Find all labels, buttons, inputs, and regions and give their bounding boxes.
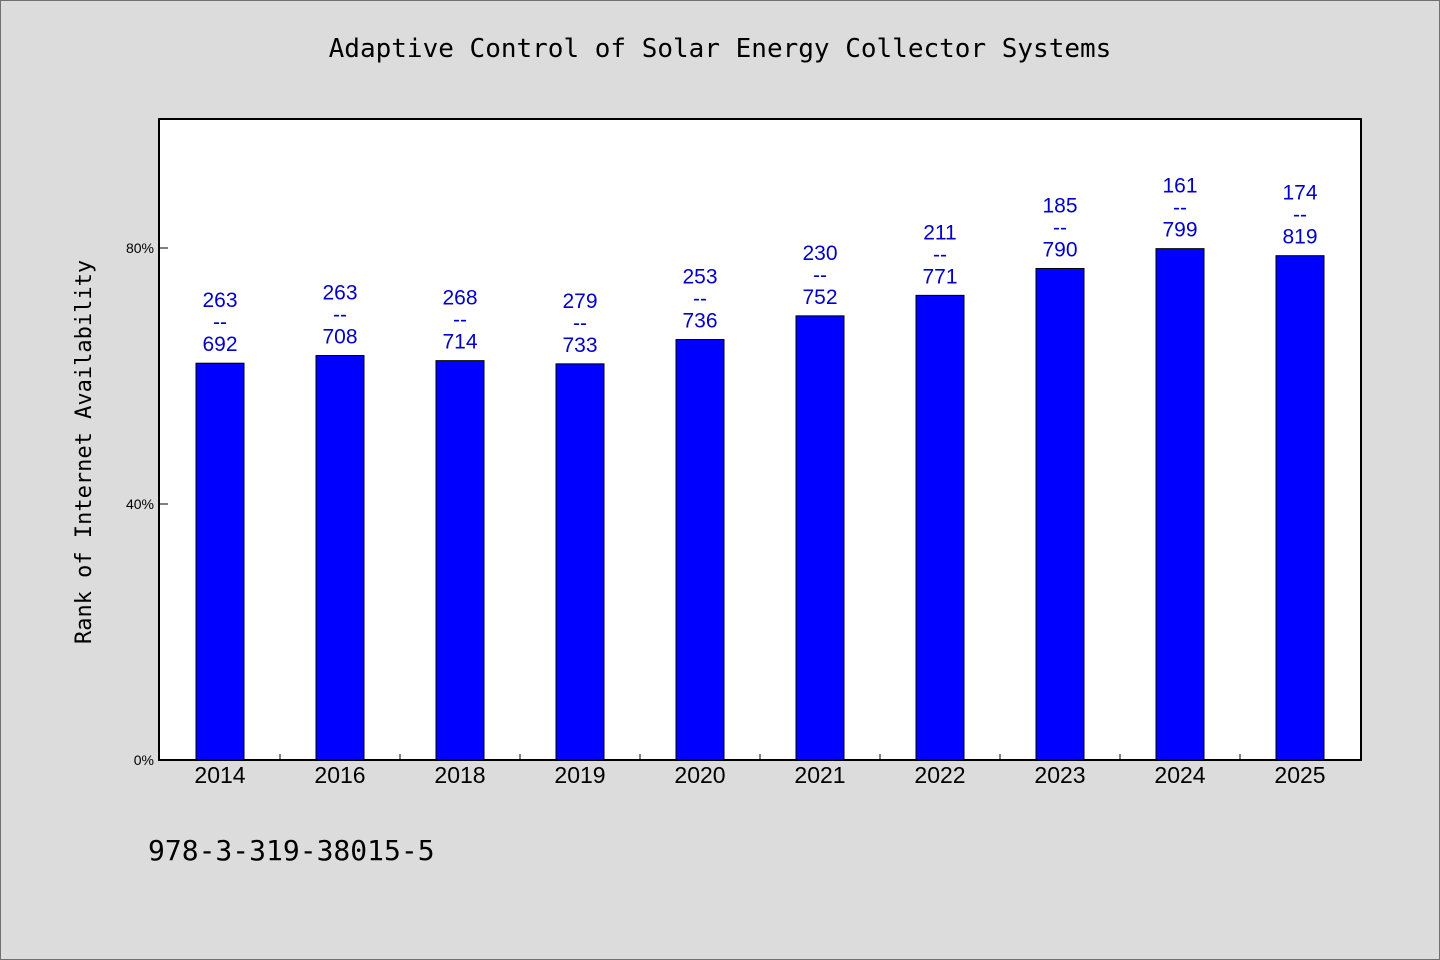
x-tick-label-2018: 2018 xyxy=(434,762,485,788)
x-tick-label-2023: 2023 xyxy=(1034,762,1085,788)
bars-layer xyxy=(195,248,1325,761)
data-label-2020-0: 253 xyxy=(682,266,717,289)
x-tick-label-2016: 2016 xyxy=(314,762,365,788)
data-label-2016-0: 263 xyxy=(322,282,357,305)
data-label-2014-0: 263 xyxy=(202,289,237,312)
bar-2018 xyxy=(435,360,485,761)
data-label-2021-0: 230 xyxy=(802,242,837,265)
bar-2024 xyxy=(1155,248,1205,761)
y-tick-label-2: 80% xyxy=(126,240,154,256)
data-label-2020-1: -- xyxy=(693,288,707,311)
data-label-2023-2: 790 xyxy=(1042,238,1077,261)
data-label-2021-1: -- xyxy=(813,264,827,287)
data-label-2019-0: 279 xyxy=(562,290,597,313)
data-label-2014-1: -- xyxy=(213,311,227,334)
data-label-2022-0: 211 xyxy=(923,221,956,244)
x-tick-label-2014: 2014 xyxy=(194,762,245,788)
x-tick-label-2020: 2020 xyxy=(674,762,725,788)
data-label-2025-2: 819 xyxy=(1282,226,1317,249)
data-label-2018-2: 714 xyxy=(442,331,477,354)
labels-layer: 2014263--6922016263--7082018268--7142019… xyxy=(126,175,1326,788)
y-axis-label: Rank of Internet Availability xyxy=(72,260,97,644)
bar-2014 xyxy=(195,362,245,761)
data-label-2023-0: 185 xyxy=(1042,194,1077,217)
data-label-2024-1: -- xyxy=(1173,197,1187,220)
x-tick-label-2021: 2021 xyxy=(794,762,845,788)
y-tick-label-0: 0% xyxy=(134,752,154,768)
ticks-layer xyxy=(160,247,1241,761)
bar-2019 xyxy=(555,363,605,761)
x-tick-label-2022: 2022 xyxy=(914,762,965,788)
data-label-2014-2: 692 xyxy=(202,333,237,356)
footer-isbn: 978-3-319-38015-5 xyxy=(148,834,435,867)
bar-2023 xyxy=(1035,267,1085,761)
data-label-2024-0: 161 xyxy=(1162,175,1197,198)
data-label-2022-2: 771 xyxy=(922,265,957,288)
data-label-2016-2: 708 xyxy=(322,326,357,349)
bar-2021 xyxy=(795,315,845,761)
data-label-2024-2: 799 xyxy=(1162,219,1197,242)
data-label-2018-1: -- xyxy=(453,309,467,332)
bar-2020 xyxy=(675,339,725,761)
data-label-2016-1: -- xyxy=(333,304,347,327)
data-label-2019-1: -- xyxy=(573,312,587,335)
bar-2025 xyxy=(1275,255,1325,761)
data-label-2020-2: 736 xyxy=(682,310,717,333)
x-tick-label-2024: 2024 xyxy=(1154,762,1205,788)
data-label-2022-1: -- xyxy=(933,243,947,266)
data-label-2021-2: 752 xyxy=(802,286,837,309)
x-tick-label-2019: 2019 xyxy=(554,762,605,788)
chart-title: Adaptive Control of Solar Energy Collect… xyxy=(328,34,1112,64)
bar-2022 xyxy=(915,294,965,761)
data-label-2023-1: -- xyxy=(1053,216,1067,239)
data-label-2025-1: -- xyxy=(1293,204,1307,227)
data-label-2025-0: 174 xyxy=(1282,182,1317,205)
data-label-2019-2: 733 xyxy=(562,334,597,357)
x-tick-label-2025: 2025 xyxy=(1274,762,1325,788)
data-label-2018-0: 268 xyxy=(442,287,477,310)
bar-2016 xyxy=(315,355,365,761)
y-tick-label-1: 40% xyxy=(126,496,154,512)
